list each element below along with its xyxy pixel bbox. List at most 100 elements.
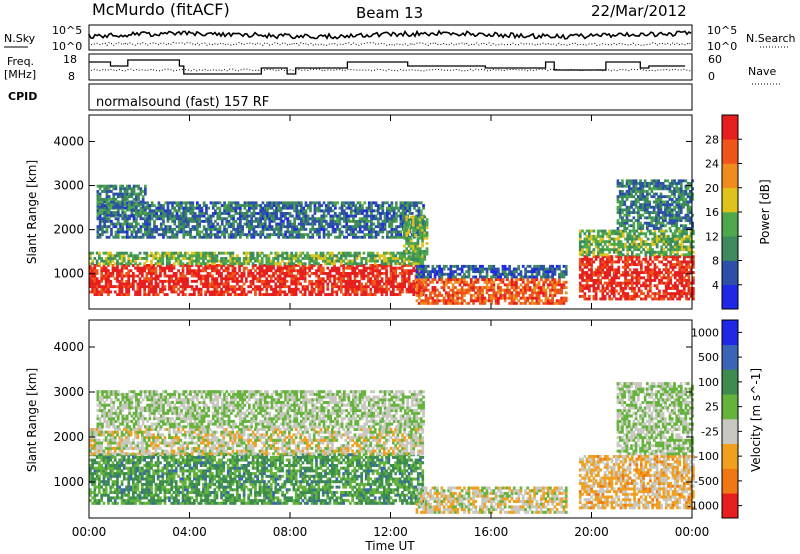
- heatmap-cell: [302, 212, 305, 215]
- heatmap-cell: [266, 204, 269, 207]
- heatmap-cell: [189, 235, 192, 239]
- heatmap-cell: [346, 282, 350, 286]
- heatmap-cell: [415, 230, 419, 234]
- heatmap-cell: [294, 293, 298, 296]
- heatmap-cell: [313, 227, 317, 231]
- heatmap-cell: [692, 255, 695, 259]
- heatmap-cell: [687, 265, 691, 269]
- heatmap-cell: [386, 212, 389, 215]
- heatmap-cell: [662, 255, 666, 259]
- heatmap-cell: [601, 257, 605, 261]
- heatmap-cell: [497, 301, 500, 305]
- heatmap-cell: [127, 259, 131, 263]
- heatmap-cell: [175, 233, 179, 237]
- heatmap-cell: [463, 283, 466, 287]
- heatmap-cell: [291, 233, 294, 237]
- heatmap-cell: [218, 235, 222, 239]
- heatmap-cell: [299, 266, 302, 270]
- heatmap-cell: [144, 190, 147, 193]
- heatmap-cell: [492, 288, 496, 292]
- heatmap-cell: [143, 293, 146, 296]
- heatmap-cell: [254, 230, 258, 234]
- heatmap-cell: [389, 293, 393, 296]
- heatmap-cell: [277, 206, 281, 210]
- heatmap-cell: [588, 297, 591, 301]
- heatmap-cell: [395, 217, 398, 221]
- heatmap-cell: [371, 274, 375, 278]
- heatmap-cell: [619, 294, 623, 298]
- heatmap-cell: [315, 274, 318, 278]
- heatmap-cell: [301, 264, 305, 267]
- heatmap-cell: [130, 203, 134, 207]
- heatmap-cell: [263, 274, 266, 278]
- heatmap-cell: [597, 250, 600, 254]
- heatmap-cell: [594, 297, 598, 301]
- heatmap-cell: [364, 257, 368, 260]
- heatmap-cell: [409, 239, 413, 243]
- heatmap-cell: [138, 251, 142, 255]
- heatmap-cell: [337, 259, 341, 263]
- heatmap-cell: [310, 254, 314, 258]
- heatmap-cell: [143, 269, 146, 273]
- heatmap-cell: [269, 285, 273, 289]
- heatmap-cell: [153, 214, 156, 218]
- heatmap-cell: [422, 206, 425, 210]
- heatmap-cell: [128, 208, 131, 212]
- heatmap-cell: [338, 235, 342, 239]
- heatmap-cell: [193, 287, 196, 291]
- heatmap-cell: [680, 265, 684, 269]
- heatmap-cell: [646, 284, 650, 288]
- heatmap-cell: [524, 299, 527, 303]
- heatmap-cell: [637, 279, 641, 282]
- heatmap-cell: [671, 263, 675, 266]
- heatmap-cell: [236, 279, 239, 283]
- heatmap-cell: [233, 274, 237, 278]
- heatmap-cell: [269, 277, 273, 281]
- heatmap-cell: [139, 208, 143, 212]
- heatmap-cell: [383, 272, 386, 275]
- heatmap-cell: [295, 235, 299, 239]
- heatmap-cell: [127, 269, 131, 273]
- heatmap-cell: [421, 236, 424, 240]
- heatmap-cell: [386, 219, 389, 223]
- heatmap-cell: [125, 266, 128, 270]
- heatmap-cell: [583, 242, 587, 246]
- heatmap-cell: [506, 283, 509, 287]
- heatmap-cell: [114, 217, 118, 221]
- heatmap-cell: [340, 282, 343, 286]
- heatmap-cell: [392, 287, 395, 291]
- heatmap-cell: [646, 289, 650, 293]
- heatmap-cell: [333, 266, 336, 270]
- heatmap-cell: [533, 296, 536, 300]
- heatmap-cell: [549, 294, 552, 297]
- heatmap-cell: [313, 201, 317, 205]
- heatmap-cell: [465, 264, 469, 268]
- heatmap-cell: [327, 212, 330, 215]
- heatmap-cell: [653, 284, 657, 288]
- heatmap-cell: [272, 209, 276, 213]
- heatmap-cell: [405, 287, 409, 291]
- heatmap-cell: [196, 222, 199, 226]
- heatmap-cell: [478, 296, 482, 300]
- heatmap-cell: [353, 269, 357, 273]
- heatmap-cell: [225, 212, 229, 215]
- heatmap-cell: [119, 205, 122, 209]
- heatmap-cell: [633, 292, 636, 296]
- heatmap-cell: [278, 287, 282, 291]
- heatmap-cell: [467, 275, 471, 279]
- heatmap-cell: [398, 257, 402, 260]
- heatmap-cell: [445, 291, 448, 295]
- heatmap-cell: [378, 285, 382, 289]
- heatmap-cell: [615, 273, 618, 277]
- heatmap-cell: [612, 276, 616, 280]
- heatmap-cell: [300, 235, 303, 239]
- heatmap-cell: [153, 222, 156, 226]
- heatmap-cell: [407, 272, 411, 275]
- heatmap-cell: [308, 279, 311, 283]
- heatmap-cell: [223, 201, 226, 205]
- heatmap-cell: [215, 282, 219, 286]
- heatmap-cell: [510, 270, 514, 274]
- heatmap-cell: [292, 266, 296, 270]
- heatmap-cell: [321, 266, 325, 270]
- heatmap-cell: [318, 230, 321, 234]
